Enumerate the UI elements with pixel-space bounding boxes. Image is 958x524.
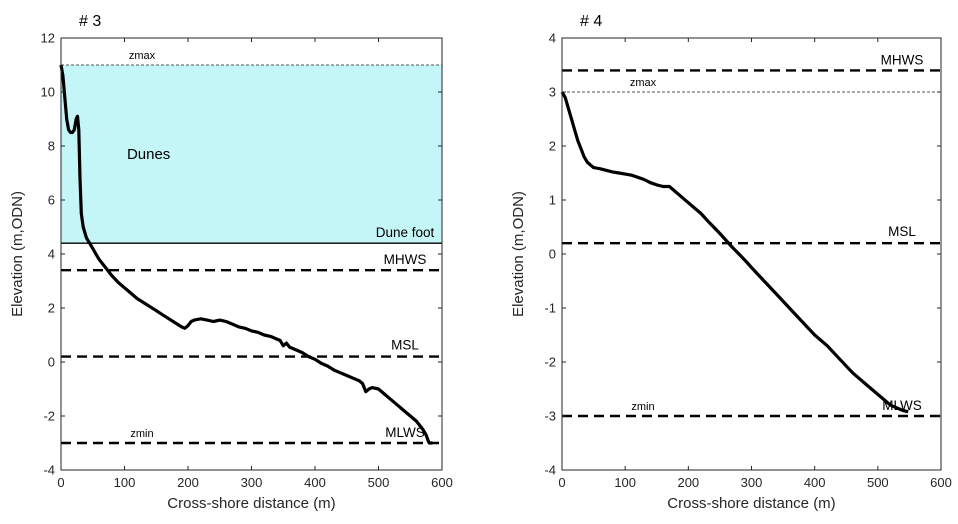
reference-labels: zmax Dune foot MHWS MSL MLWS zmin — [129, 50, 435, 440]
y-tick-label: 0 — [549, 247, 556, 262]
profile-line — [59, 64, 433, 445]
msl-label: MSL — [888, 224, 916, 239]
mhws-label: MHWS — [384, 252, 427, 267]
y-tick-label: -4 — [544, 463, 556, 478]
y-ticks: -4 -3 -2 -1 0 1 2 3 4 — [544, 31, 941, 478]
y-tick-label: -2 — [43, 409, 55, 424]
y-axis-label: Elevation (m,ODN) — [9, 191, 26, 317]
x-tick-label: 200 — [677, 475, 699, 490]
x-tick-label: 200 — [177, 475, 199, 490]
panel-title: # 3 — [79, 13, 101, 30]
dune-foot-label: Dune foot — [376, 225, 435, 240]
y-tick-label: -3 — [544, 409, 556, 424]
y-tick-label: 4 — [48, 247, 55, 262]
zmin-label: zmin — [631, 401, 654, 413]
dunes-region — [61, 65, 442, 244]
x-tick-label: 400 — [804, 475, 826, 490]
dunes-label: Dunes — [127, 146, 170, 163]
x-tick-label: 500 — [867, 475, 889, 490]
x-tick-label: 300 — [741, 475, 763, 490]
panel-title: # 4 — [580, 13, 602, 30]
mhws-label: MHWS — [881, 52, 924, 67]
y-tick-label: 2 — [549, 139, 556, 154]
reference-lines — [562, 69, 941, 418]
reference-labels: MHWS zmax MSL MLWS zmin — [630, 52, 924, 413]
y-tick-label: 6 — [48, 193, 55, 208]
x-tick-label: 300 — [241, 475, 263, 490]
mlws-label: MLWS — [882, 398, 922, 413]
x-tick-label: 600 — [930, 475, 952, 490]
zmin-label: zmin — [130, 428, 153, 440]
reference-lines — [61, 64, 442, 445]
y-tick-label: 1 — [549, 193, 556, 208]
x-ticks: 0 100 200 300 400 500 600 — [558, 38, 952, 490]
x-tick-label: 500 — [368, 475, 390, 490]
y-axis-label: Elevation (m,ODN) — [510, 191, 527, 317]
y-tick-label: 8 — [48, 139, 55, 154]
y-ticks: -4 -2 0 2 4 6 8 10 12 — [41, 31, 442, 478]
x-tick-label: 400 — [304, 475, 326, 490]
x-tick-label: 100 — [614, 475, 636, 490]
zmax-label: zmax — [630, 77, 657, 89]
y-tick-label: -4 — [43, 463, 55, 478]
x-axis-label: Cross-shore distance (m) — [667, 495, 835, 512]
y-tick-label: -1 — [544, 301, 556, 316]
zmax-label: zmax — [129, 50, 156, 62]
mlws-label: MLWS — [385, 425, 425, 440]
y-tick-label: 4 — [549, 31, 556, 46]
y-tick-label: 10 — [41, 85, 55, 100]
msl-label: MSL — [391, 338, 419, 353]
y-tick-label: 12 — [41, 31, 55, 46]
x-tick-label: 600 — [431, 475, 453, 490]
x-tick-label: 0 — [558, 475, 565, 490]
profile-line — [560, 91, 909, 414]
x-tick-label: 0 — [57, 475, 64, 490]
y-tick-label: -2 — [544, 355, 556, 370]
y-tick-label: 0 — [48, 355, 55, 370]
x-axis-label: Cross-shore distance (m) — [167, 495, 335, 512]
x-ticks: 0 100 200 300 400 500 600 — [57, 38, 453, 490]
x-tick-label: 100 — [114, 475, 136, 490]
y-tick-label: 2 — [48, 301, 55, 316]
y-tick-label: 3 — [549, 85, 556, 100]
